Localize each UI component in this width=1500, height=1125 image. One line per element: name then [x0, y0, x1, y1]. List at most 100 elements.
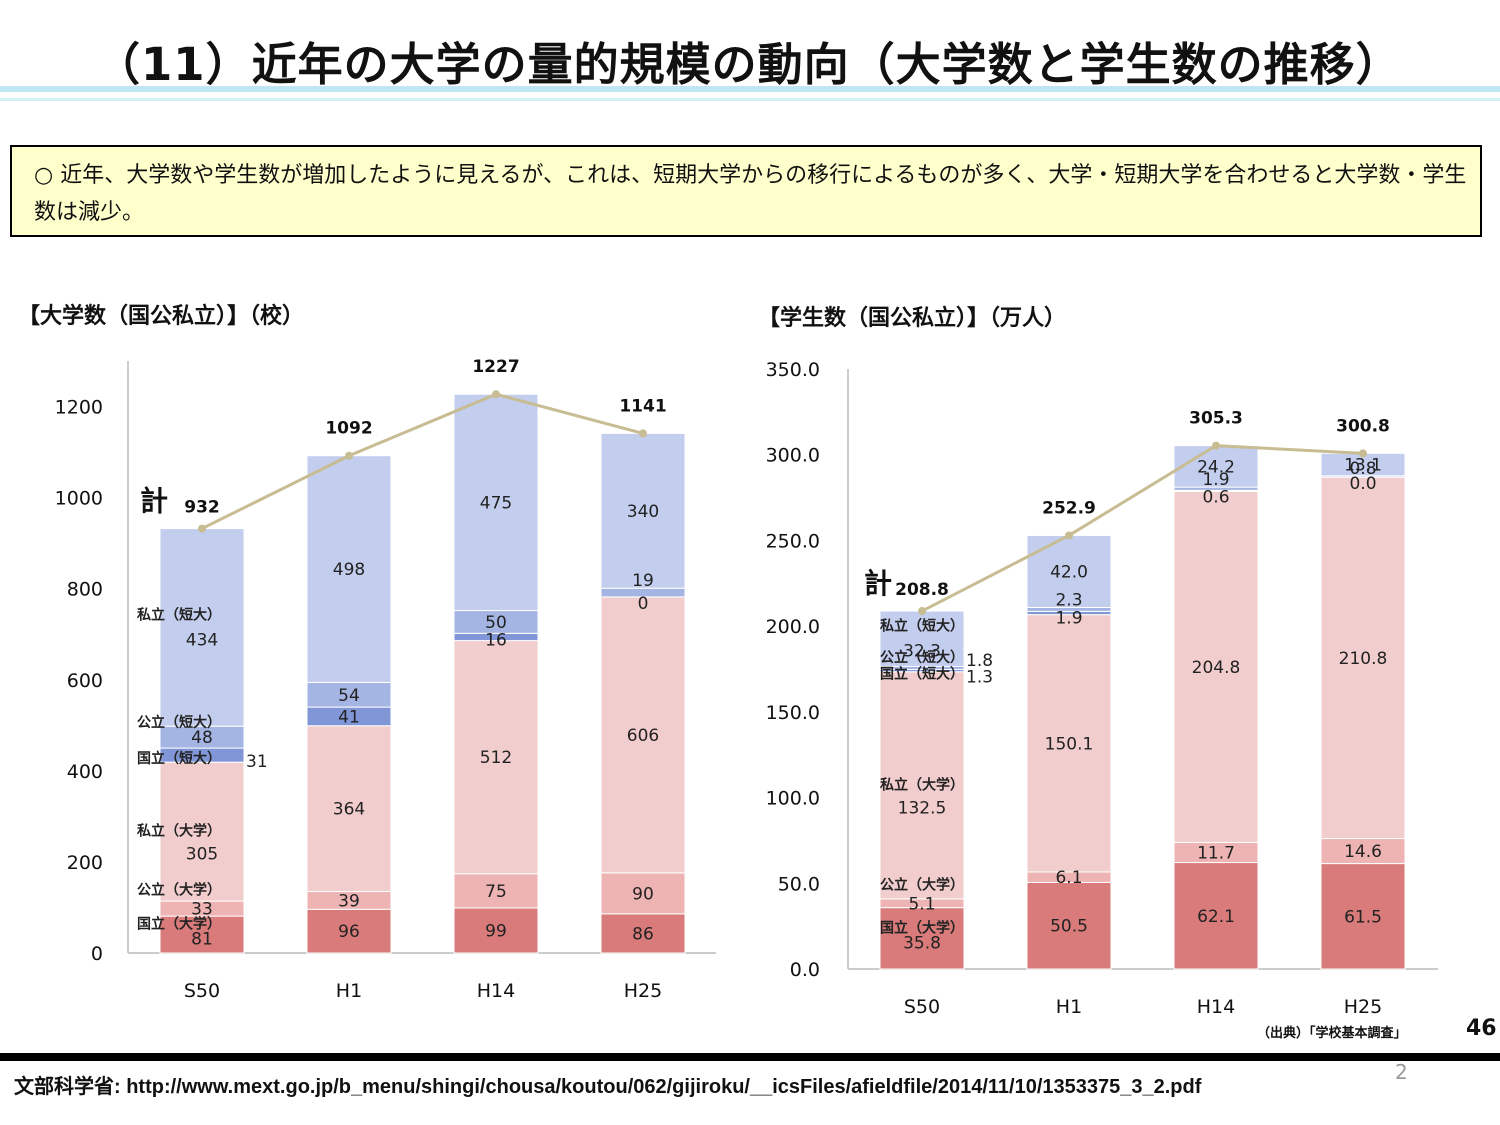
bar-segment	[1320, 476, 1406, 840]
segment-value-label: 150.1	[1045, 734, 1094, 754]
footer-divider	[0, 1053, 1500, 1061]
total-value-label: 252.9	[1042, 498, 1096, 518]
series-name-label: 公立（短大）	[880, 649, 964, 666]
bar-segment	[1173, 862, 1259, 970]
x-tick-label: H14	[1197, 996, 1235, 1018]
bar-segment	[879, 671, 965, 900]
segment-value-label: 48	[191, 728, 213, 748]
segment-value-label: 0	[638, 594, 649, 614]
segment-value-label: 498	[333, 560, 365, 580]
bar-segment	[306, 682, 392, 708]
bar-segment	[879, 610, 965, 667]
segment-value-label: 606	[627, 726, 659, 746]
bar-segment	[1173, 490, 1259, 843]
footer-source-link[interactable]: 文部科学省: http://www.mext.go.jp/b_menu/shin…	[14, 1076, 1202, 1098]
total-label: 計	[140, 485, 168, 518]
segment-value-label: 61.5	[1344, 907, 1382, 927]
source-note: （出典）「学校基本調査」	[1257, 1026, 1407, 1041]
total-point	[492, 390, 500, 399]
bar-segment	[159, 761, 245, 902]
total-point	[639, 429, 647, 438]
page-number: 46	[1466, 1016, 1497, 1041]
bar-segment	[159, 528, 245, 727]
y-tick-label: 350.0	[766, 359, 820, 381]
segment-value-label: 54	[338, 686, 360, 706]
total-point	[345, 451, 353, 460]
segment-value-label: 35.8	[903, 933, 941, 953]
x-tick-label: H14	[477, 980, 515, 1002]
total-value-label: 300.8	[1336, 416, 1390, 436]
segment-value-label: 204.8	[1192, 658, 1241, 678]
series-name-label: 国立（短大）	[880, 666, 964, 683]
bar-segment	[879, 907, 965, 970]
bar-segment	[1026, 881, 1112, 970]
series-name-label: 公立（大学）	[880, 876, 964, 893]
y-tick-label: 400	[67, 761, 103, 783]
series-name-label: 私立（短大）	[880, 618, 964, 635]
segment-value-label: 1.9	[1055, 608, 1082, 628]
total-point	[1212, 441, 1220, 450]
segment-value-label: 96	[338, 922, 360, 942]
y-tick-label: 200	[67, 852, 103, 874]
segment-value-label: 11.7	[1197, 844, 1235, 864]
segment-value-label: 2.3	[1055, 590, 1082, 610]
segment-value-label: 1.9	[1202, 470, 1229, 490]
segment-value-label: 90	[632, 884, 654, 904]
bar-segment	[1026, 614, 1112, 873]
segment-value-label: 16	[485, 630, 507, 650]
bar-segment	[1320, 863, 1406, 970]
y-tick-label: 200.0	[766, 616, 820, 638]
series-name-label: 私立（大学）	[880, 776, 964, 793]
total-line	[921, 444, 1364, 613]
segment-value-label: 50.5	[1050, 917, 1088, 937]
segment-value-label: 31	[246, 752, 268, 772]
segment-value-label: 512	[480, 748, 512, 768]
segment-value-label: 475	[480, 493, 512, 513]
segment-value-label: 42.0	[1050, 562, 1088, 582]
slide-number: 2	[1395, 1060, 1408, 1084]
total-value-label: 932	[184, 498, 220, 518]
chart-title-schools: 【大学数（国公私立）】（校）	[18, 304, 305, 329]
bar-segment	[453, 393, 539, 612]
y-tick-label: 800	[67, 579, 103, 601]
bar-segment	[306, 725, 392, 893]
total-value-label: 1227	[472, 357, 519, 377]
segment-value-label: 132.5	[898, 798, 947, 818]
series-name-label: 公立（短大）	[137, 714, 221, 731]
segment-value-label: 305	[186, 845, 218, 865]
bar-segment	[306, 908, 392, 954]
segment-value-label: 0.0	[1349, 474, 1376, 494]
segment-value-label: 5.1	[908, 894, 935, 914]
y-tick-label: 100.0	[766, 788, 820, 810]
total-point	[918, 607, 926, 616]
segment-value-label: 1.8	[966, 651, 993, 671]
bar-segment	[1026, 534, 1112, 608]
segment-value-label: 39	[338, 891, 360, 911]
series-name-label: 国立（大学）	[137, 916, 221, 933]
bar-segment	[600, 596, 686, 874]
total-value-label: 305.3	[1189, 409, 1243, 429]
segment-value-label: 340	[627, 502, 659, 522]
segment-value-label: 75	[485, 882, 507, 902]
segment-value-label: 0.6	[1202, 487, 1229, 507]
segment-value-label: 81	[191, 930, 213, 950]
x-tick-label: H1	[1056, 996, 1082, 1018]
bar-segment	[306, 455, 392, 684]
bar-segment	[159, 915, 245, 954]
series-name-label: 国立（短大）	[137, 750, 221, 767]
total-value-label: 1092	[325, 419, 372, 439]
segment-value-label: 24.2	[1197, 457, 1235, 477]
total-point	[1359, 449, 1367, 458]
segment-value-label: 50	[485, 613, 507, 633]
total-point	[198, 524, 206, 533]
total-point	[1065, 531, 1073, 540]
x-tick-label: H25	[1344, 996, 1382, 1018]
bar-segment	[600, 872, 686, 915]
x-tick-label: S50	[904, 996, 940, 1018]
segment-value-label: 364	[333, 800, 365, 820]
segment-value-label: 33	[191, 900, 213, 920]
bar-segment	[453, 640, 539, 875]
total-label: 計	[864, 567, 892, 600]
segment-value-label: 41	[338, 707, 360, 727]
y-tick-label: 1200	[55, 397, 103, 419]
